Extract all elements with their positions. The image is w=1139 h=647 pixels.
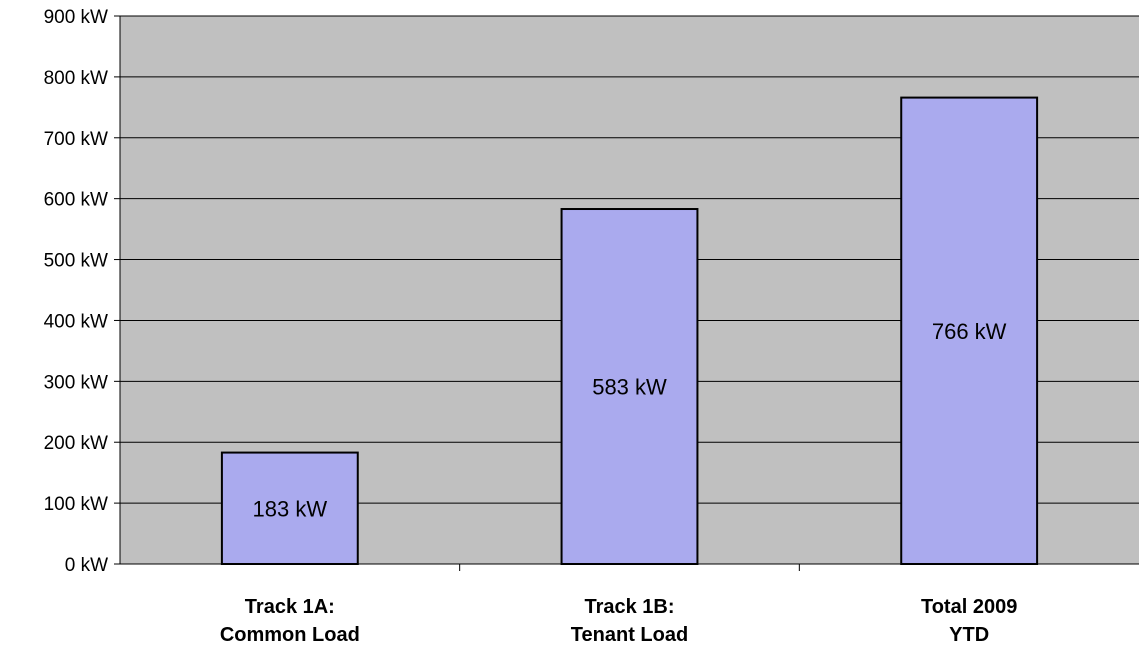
bar bbox=[900, 96, 1039, 565]
y-tick-label: 200 kW bbox=[44, 433, 108, 454]
y-tick-label: 300 kW bbox=[44, 372, 108, 393]
y-tick-label: 600 kW bbox=[44, 190, 108, 211]
y-tick-label: 800 kW bbox=[44, 68, 108, 89]
y-tick-label: 400 kW bbox=[44, 311, 108, 332]
x-category-label: Total 2009 bbox=[921, 596, 1017, 618]
bar bbox=[560, 208, 699, 565]
y-tick-label: 900 kW bbox=[44, 7, 108, 28]
bars bbox=[220, 96, 1039, 565]
bar bbox=[220, 451, 359, 565]
x-category-label: Track 1A: bbox=[245, 596, 335, 618]
bar-data-label: 183 kW bbox=[253, 496, 328, 521]
x-category-label: YTD bbox=[949, 624, 989, 646]
y-axis-tick-labels: 0 kW 100 kW 200 kW 300 kW 400 kW 500 kW 600 kW… bbox=[44, 7, 108, 576]
y-tick-label: 500 kW bbox=[44, 251, 108, 272]
x-category-label: Tenant Load bbox=[571, 624, 688, 646]
x-axis-category-labels: Track 1A: Common Load Track 1B: Tenant Load… bbox=[220, 596, 1018, 646]
data-labels: 183 kW 583 kW 766 kW bbox=[253, 319, 1007, 521]
x-category-label: Track 1B: bbox=[584, 596, 674, 618]
y-tick-label: 700 kW bbox=[44, 129, 108, 150]
bar-data-label: 766 kW bbox=[932, 319, 1007, 344]
y-tick-label: 100 kW bbox=[44, 494, 108, 515]
bar-data-label: 583 kW bbox=[592, 375, 667, 400]
y-tick-label: 0 kW bbox=[65, 555, 108, 576]
x-category-label: Common Load bbox=[220, 624, 360, 646]
